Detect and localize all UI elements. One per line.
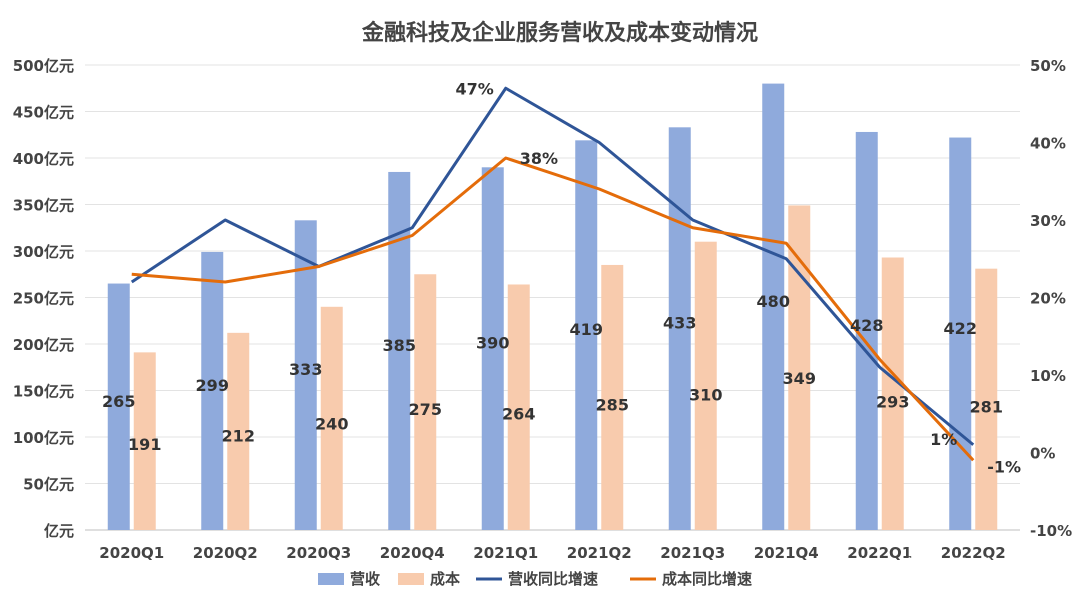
legend-label: 成本同比增速: [662, 570, 752, 588]
left-axis-tick: 450亿元: [13, 104, 74, 122]
legend-label: 营收同比增速: [508, 570, 598, 588]
revenue-growth-line: [130, 86, 975, 446]
revenue-value-label: 419: [570, 320, 603, 339]
cost-bar: [320, 306, 343, 530]
revenue-bar: [949, 137, 972, 531]
legend-swatch: [318, 573, 344, 585]
cost-bar: [975, 268, 998, 530]
cost-value-label: 293: [876, 392, 909, 411]
right-axis-tick: 20%: [1030, 290, 1066, 308]
x-axis-tick: 2021Q2: [567, 544, 632, 562]
x-axis-tick: 2021Q3: [660, 544, 725, 562]
watermark: 知乎 @光子星球: [818, 555, 994, 583]
revenue-value-label: 422: [944, 319, 977, 338]
revenue-value-label: 390: [476, 334, 509, 353]
cost-value-label: 281: [970, 397, 1003, 416]
cost-bar: [227, 332, 250, 530]
cost-value-label: 191: [128, 435, 161, 454]
revenue-bar: [388, 171, 411, 530]
revenue-value-label: 428: [850, 316, 883, 335]
cost-bar: [881, 257, 904, 530]
legend-label: 营收: [350, 570, 380, 588]
right-axis-tick: -10%: [1030, 522, 1072, 540]
bars: [107, 83, 998, 531]
cost-value-label: 275: [409, 400, 442, 419]
revenue-value-label: 433: [663, 314, 696, 333]
x-axis-tick: 2020Q3: [286, 544, 351, 562]
x-axis-tick: 2020Q1: [99, 544, 164, 562]
legend-label: 成本: [430, 570, 460, 588]
revenue-bar: [575, 140, 598, 530]
revenue-value-label: 265: [102, 392, 135, 411]
axis-ticks: 亿元 50亿元 100亿元 150亿元 200亿元 250亿元 300亿元 350亿元 400亿…: [13, 57, 1072, 562]
cost-bar: [788, 205, 811, 530]
cost-growth-line: [131, 156, 975, 462]
revenue-bar: [201, 251, 224, 530]
revenue-bar: [294, 220, 317, 530]
cost-bar: [601, 264, 624, 530]
gridlines: [85, 64, 1020, 531]
revenue-bar: [855, 131, 878, 530]
legend-swatch: [398, 573, 424, 585]
left-axis-tick: 亿元: [44, 522, 74, 540]
right-axis-tick: 40%: [1030, 135, 1066, 153]
revenue-bar: [107, 283, 130, 530]
cost-growth-label: -1%: [987, 457, 1021, 476]
cost-value-label: 240: [315, 415, 348, 434]
cost-value-label: 212: [222, 426, 255, 445]
left-axis-tick: 300亿元: [13, 243, 74, 261]
left-axis-tick: 250亿元: [13, 290, 74, 308]
cost-value-label: 264: [502, 405, 535, 424]
left-axis-tick: 150亿元: [13, 383, 74, 401]
cost-value-label: 349: [783, 369, 816, 388]
left-axis-tick: 100亿元: [13, 429, 74, 447]
revenue-growth-label: 47%: [455, 79, 493, 98]
revenue-value-label: 299: [196, 376, 229, 395]
revenue-bar: [762, 83, 785, 530]
right-axis-tick: 50%: [1030, 57, 1066, 75]
cost-value-label: 285: [596, 396, 629, 415]
left-axis-tick: 400亿元: [13, 150, 74, 168]
revenue-growth-label: 1%: [930, 430, 957, 449]
left-axis-tick: 350亿元: [13, 197, 74, 215]
x-axis-tick: 2020Q2: [193, 544, 258, 562]
chart-title: 金融科技及企业服务营收及成本变动情况: [361, 20, 758, 46]
revenue-value-label: 480: [757, 292, 790, 311]
cost-bar: [507, 284, 530, 530]
revenue-value-label: 333: [289, 360, 322, 379]
cost-growth-label: 38%: [520, 149, 558, 168]
right-axis-tick: 30%: [1030, 212, 1066, 230]
revenue-bar: [481, 167, 504, 531]
cost-value-label: 310: [689, 385, 722, 404]
revenue-value-label: 385: [383, 336, 416, 355]
left-axis-tick: 50亿元: [23, 476, 74, 494]
lines: [130, 86, 975, 462]
legend: 营收 成本 营收同比增速 成本同比增速: [318, 570, 752, 588]
x-axis-tick: 2022Q2: [941, 544, 1006, 562]
cost-bar: [133, 352, 156, 530]
x-axis-tick: 2021Q1: [473, 544, 538, 562]
data-labels: 265 299 333 385 390 419 433 480 428 422 191 212 240 2…: [102, 79, 1021, 476]
left-axis-tick: 200亿元: [13, 336, 74, 354]
right-axis-tick: 0%: [1030, 445, 1055, 463]
cost-bar: [694, 241, 717, 530]
x-axis-tick: 2020Q4: [380, 544, 445, 562]
x-axis-tick: 2022Q1: [847, 544, 912, 562]
right-axis-tick: 10%: [1030, 367, 1066, 385]
revenue-bar: [668, 127, 691, 530]
cost-bar: [414, 274, 437, 530]
left-axis-tick: 500亿元: [13, 57, 74, 75]
x-axis-tick: 2021Q4: [754, 544, 819, 562]
